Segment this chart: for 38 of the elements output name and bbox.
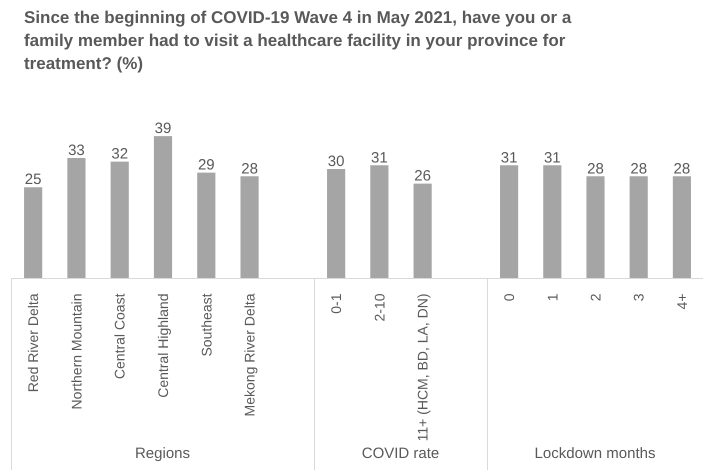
x-axis-title: Regions: [134, 445, 190, 463]
x-tick-label: 0: [501, 293, 518, 302]
data-label: 26: [414, 168, 431, 185]
data-label: 29: [198, 156, 215, 174]
x-tick-label: 4+: [674, 293, 690, 310]
data-label: 28: [241, 160, 258, 178]
bar: [197, 172, 216, 278]
x-tick-label: 1: [544, 293, 560, 302]
bar: [240, 176, 259, 278]
x-axis-title: COVID rate: [362, 445, 440, 463]
x-tick-label: 3: [630, 293, 647, 302]
bar: [110, 162, 129, 278]
data-label: 31: [544, 149, 561, 166]
chart-title: Since the beginning of COVID-19 Wave 4 in May 2021, have you or a family member had to visit a healthcare facility in your province for treatment? (%): [24, 7, 572, 75]
data-label: 31: [371, 149, 388, 166]
x-tick-label: Central Highland: [155, 293, 171, 398]
x-tick-label: 11+ (HCM, BD, LA, DN): [414, 294, 431, 442]
data-label: 32: [111, 146, 128, 163]
x-tick-label: Southeast: [198, 293, 214, 357]
data-label: 28: [587, 160, 604, 178]
x-tick-label: 2-10: [371, 293, 388, 322]
data-label: 28: [630, 160, 648, 178]
bar: [24, 187, 42, 278]
x-tick-label: 0-1: [328, 293, 344, 314]
data-label: 33: [68, 142, 85, 160]
x-tick-label: 2: [588, 293, 604, 302]
x-tick-label: Central Coast: [112, 293, 128, 380]
x-tick-label: Mekong River Delta: [242, 293, 258, 416]
x-axis-title: Lockdown months: [534, 445, 656, 463]
bar: [154, 136, 172, 278]
data-label: 28: [674, 160, 690, 178]
data-label: 39: [154, 120, 172, 138]
x-tick-label: Northern Mountain: [68, 294, 84, 410]
data-label: 25: [24, 171, 42, 188]
data-label: 30: [328, 152, 344, 170]
bar: [67, 158, 86, 278]
x-tick-label: Red River Delta: [25, 293, 42, 392]
data-label: 31: [500, 149, 518, 166]
